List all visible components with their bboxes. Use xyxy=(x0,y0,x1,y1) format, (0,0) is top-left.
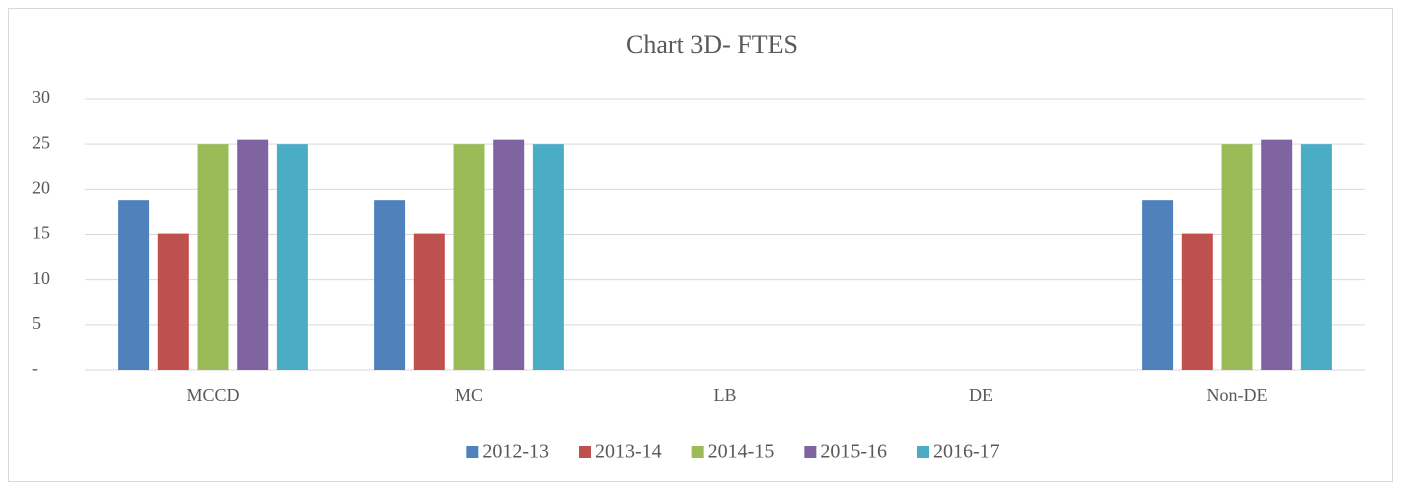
legend-swatch xyxy=(578,446,591,458)
x-tick-label: DE xyxy=(969,385,993,405)
bar xyxy=(493,139,525,370)
x-tick-label: LB xyxy=(713,385,736,405)
legend-label: 2016-17 xyxy=(933,441,1000,463)
x-tick-label: MC xyxy=(455,385,483,405)
bar xyxy=(276,144,308,370)
x-tick-label: MCCD xyxy=(186,385,239,405)
x-tick-label: Non-DE xyxy=(1207,385,1268,405)
legend-label: 2014-15 xyxy=(708,441,775,463)
bar xyxy=(118,200,150,370)
legend-label: 2013-14 xyxy=(595,441,662,463)
y-tick-label: 30 xyxy=(32,87,50,107)
bar xyxy=(374,200,406,370)
y-tick-label: 10 xyxy=(32,268,50,288)
legend-swatch xyxy=(691,446,704,458)
legend-label: 2015-16 xyxy=(820,441,887,463)
y-tick-label: - xyxy=(32,358,38,378)
y-tick-label: 20 xyxy=(32,177,50,197)
bar xyxy=(1261,139,1293,370)
legend-label: 2012-13 xyxy=(482,441,549,463)
bar xyxy=(1181,233,1213,370)
legend-swatch xyxy=(466,446,479,458)
legend-swatch xyxy=(917,446,930,458)
bar xyxy=(413,233,445,370)
bar xyxy=(237,139,269,370)
bar xyxy=(1221,144,1253,370)
bar xyxy=(532,144,564,370)
y-tick-label: 25 xyxy=(32,132,50,152)
chart-title: Chart 3D- FTES xyxy=(626,30,798,59)
bar xyxy=(1300,144,1332,370)
bar xyxy=(157,233,189,370)
legend-swatch xyxy=(804,446,817,458)
bar xyxy=(1142,200,1174,370)
bar xyxy=(197,144,229,370)
bar xyxy=(453,144,485,370)
y-tick-label: 15 xyxy=(32,223,50,243)
y-tick-label: 5 xyxy=(32,313,41,333)
